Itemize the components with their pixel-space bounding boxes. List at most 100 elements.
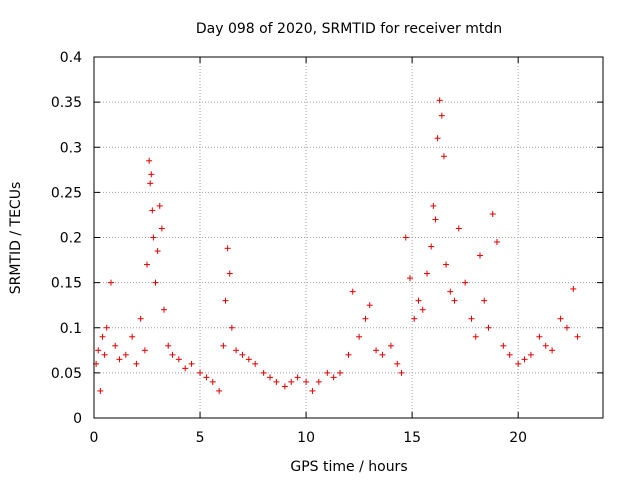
y-tick-label: 0.05 xyxy=(51,366,82,382)
data-point xyxy=(515,360,522,367)
data-point xyxy=(472,333,479,340)
data-point xyxy=(324,369,331,376)
data-point xyxy=(107,279,114,286)
data-point xyxy=(436,97,443,104)
data-point xyxy=(521,356,528,363)
x-tick-label: 5 xyxy=(196,430,205,446)
data-point xyxy=(309,387,316,394)
data-point xyxy=(122,351,129,358)
y-tick-label: 0.1 xyxy=(60,321,82,337)
data-point xyxy=(158,225,165,232)
data-point xyxy=(394,360,401,367)
y-tick-label: 0.15 xyxy=(51,276,82,292)
data-point xyxy=(549,347,556,354)
data-point xyxy=(536,333,543,340)
data-point xyxy=(563,324,570,331)
data-point xyxy=(245,356,252,363)
data-point xyxy=(294,374,301,381)
data-point xyxy=(434,135,441,142)
x-tick-label: 15 xyxy=(403,430,421,446)
data-point xyxy=(428,243,435,250)
data-point xyxy=(337,369,344,376)
data-point xyxy=(252,360,259,367)
data-point xyxy=(101,351,108,358)
x-tick-label: 20 xyxy=(509,430,527,446)
data-point xyxy=(443,261,450,268)
data-point xyxy=(527,351,534,358)
data-point xyxy=(379,351,386,358)
data-point xyxy=(481,297,488,304)
data-point xyxy=(485,324,492,331)
data-point xyxy=(447,288,454,295)
data-point xyxy=(542,342,549,349)
data-point xyxy=(149,207,156,214)
data-point xyxy=(233,347,240,354)
data-point xyxy=(345,351,352,358)
data-point xyxy=(557,315,564,322)
data-point xyxy=(260,369,267,376)
data-point xyxy=(303,378,310,385)
data-point xyxy=(144,261,151,268)
data-point xyxy=(415,297,422,304)
data-point xyxy=(216,387,223,394)
data-point xyxy=(209,378,216,385)
data-point xyxy=(423,270,430,277)
data-point xyxy=(373,347,380,354)
y-tick-label: 0.3 xyxy=(60,140,82,156)
data-point xyxy=(570,285,577,292)
grid-lines xyxy=(94,57,603,418)
data-point xyxy=(267,374,274,381)
data-point xyxy=(99,333,106,340)
y-axis-label: SRMTID / TECUs xyxy=(8,182,24,295)
data-point xyxy=(222,297,229,304)
data-point xyxy=(419,306,426,313)
data-point xyxy=(239,351,246,358)
x-axis-label: GPS time / hours xyxy=(290,459,407,475)
data-point xyxy=(387,342,394,349)
data-point xyxy=(97,387,104,394)
data-point xyxy=(150,234,157,241)
data-point xyxy=(489,211,496,218)
data-point xyxy=(156,202,163,209)
x-tick-label: 10 xyxy=(297,430,315,446)
y-tick-label: 0.2 xyxy=(60,231,82,247)
data-point xyxy=(175,356,182,363)
y-tick-label: 0.4 xyxy=(60,50,82,66)
data-point xyxy=(146,157,153,164)
data-point xyxy=(366,302,373,309)
y-tick-label: 0.35 xyxy=(51,95,82,111)
data-point xyxy=(148,171,155,178)
data-point xyxy=(506,351,513,358)
data-point xyxy=(273,378,280,385)
data-point xyxy=(103,324,110,331)
data-point xyxy=(315,378,322,385)
data-point xyxy=(451,297,458,304)
data-point xyxy=(147,180,154,187)
data-point xyxy=(398,369,405,376)
data-point xyxy=(116,356,123,363)
data-point xyxy=(493,239,500,246)
data-point xyxy=(430,202,437,209)
data-point xyxy=(226,270,233,277)
data-point xyxy=(455,225,462,232)
y-tick-label: 0.25 xyxy=(51,185,82,201)
data-point xyxy=(349,288,356,295)
data-point xyxy=(160,306,167,313)
data-point xyxy=(574,333,581,340)
data-point xyxy=(476,252,483,259)
data-points xyxy=(93,97,581,394)
x-tick-label: 0 xyxy=(90,430,99,446)
tick-labels: 0 5 10 15 20 0 0.05 0.1 0.15 0.2 0.25 0.3 0.35 0.4 xyxy=(51,50,527,446)
data-point xyxy=(220,342,227,349)
data-point xyxy=(203,374,210,381)
data-point xyxy=(438,112,445,119)
data-point xyxy=(462,279,469,286)
data-point xyxy=(141,347,148,354)
data-point xyxy=(468,315,475,322)
data-point xyxy=(197,369,204,376)
data-point xyxy=(411,315,418,322)
data-point xyxy=(95,347,102,354)
data-point xyxy=(500,342,507,349)
data-point xyxy=(228,324,235,331)
